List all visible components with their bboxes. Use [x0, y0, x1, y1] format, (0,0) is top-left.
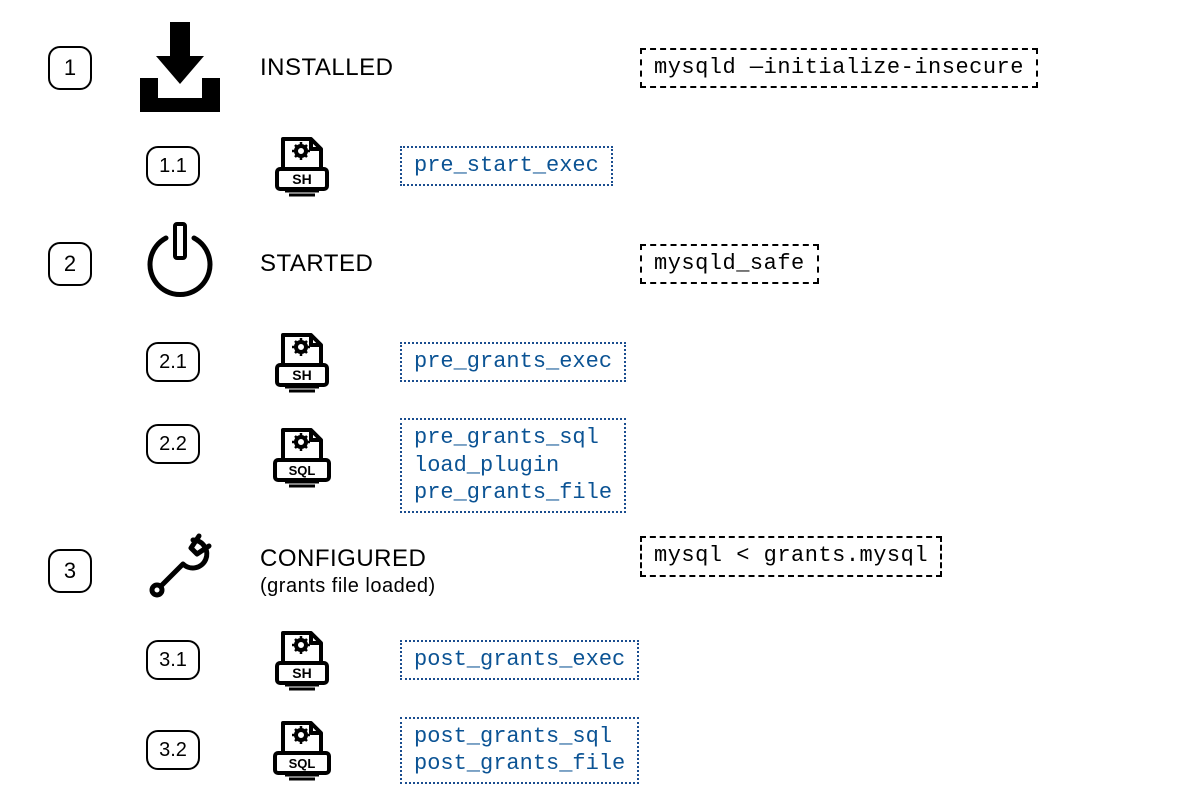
sub-badge: 1.1: [146, 146, 200, 186]
step-badge: 3: [48, 549, 92, 593]
sub-2-1-row: 2.1 SH pre_grants_exec: [40, 318, 1158, 406]
hook-box: pre_start_exec: [400, 146, 613, 186]
sub-3-1-row: 3.1 SH post_grants_exec: [40, 620, 1158, 700]
step-title-wrap: CONFIGURED (grants file loaded): [260, 544, 520, 599]
hook-box-wrap: pre_start_exec: [400, 146, 613, 186]
step-2-cmd-wrap: mysqld_safe: [640, 244, 819, 285]
sub-badge: 2.2: [146, 424, 200, 464]
sub-badge-wrap: 2.2: [40, 418, 200, 464]
svg-text:SQL: SQL: [289, 756, 316, 771]
cmd-box: mysqld —initialize-insecure: [640, 48, 1038, 89]
step-badge: 1: [48, 46, 92, 90]
sh-file-icon: SH: [200, 627, 400, 693]
svg-text:SH: SH: [292, 171, 311, 187]
sub-2-2-row: 2.2 SQL pre_grants_sql load_plugin pre_g…: [40, 412, 1158, 522]
hook-box-wrap: post_grants_sql post_grants_file: [400, 717, 639, 784]
power-icon: [100, 218, 260, 310]
sub-badge: 2.1: [146, 342, 200, 382]
sub-badge: 3.1: [146, 640, 200, 680]
svg-text:SH: SH: [292, 665, 311, 681]
sh-file-icon: SH: [200, 133, 400, 199]
step-badge: 2: [48, 242, 92, 286]
step-1-badge-wrap: 1: [40, 46, 100, 90]
sh-file-icon: SH: [200, 329, 400, 395]
cmd-box: mysql < grants.mysql: [640, 536, 942, 577]
sub-badge-wrap: 2.1: [40, 342, 200, 382]
wrench-icon: [100, 528, 260, 614]
step-3-cmd-wrap: mysql < grants.mysql: [640, 536, 942, 577]
sub-1-1-row: 1.1 SH pre_start_exec: [40, 122, 1158, 210]
step-subtitle: (grants file loaded): [260, 574, 520, 599]
download-icon: [100, 22, 260, 114]
hook-box: pre_grants_exec: [400, 342, 626, 382]
sub-badge-wrap: 1.1: [40, 146, 200, 186]
sub-3-2-row: 3.2 SQL post_grants_sql post_grants_file: [40, 706, 1158, 794]
sub-badge-wrap: 3.1: [40, 640, 200, 680]
sql-file-icon: SQL: [200, 418, 400, 490]
hook-box: pre_grants_sql load_plugin pre_grants_fi…: [400, 418, 626, 513]
svg-text:SH: SH: [292, 367, 311, 383]
sub-badge-wrap: 3.2: [40, 730, 200, 770]
step-2-badge-wrap: 2: [40, 242, 100, 286]
sub-badge: 3.2: [146, 730, 200, 770]
step-title: CONFIGURED: [260, 544, 520, 574]
hook-box-wrap: pre_grants_sql load_plugin pre_grants_fi…: [400, 418, 626, 513]
sql-file-icon: SQL: [200, 717, 400, 783]
step-2-row: 2 STARTED mysqld_safe: [40, 216, 1158, 312]
hook-box: post_grants_exec: [400, 640, 639, 680]
step-title: INSTALLED: [260, 54, 520, 82]
cmd-box: mysqld_safe: [640, 244, 819, 285]
svg-text:SQL: SQL: [289, 463, 316, 478]
step-3-row: 3 CONFIGURED (grants file loaded) mysql …: [40, 528, 1158, 614]
step-1-row: 1 INSTALLED mysqld —initialize-insecure: [40, 20, 1158, 116]
step-3-badge-wrap: 3: [40, 549, 100, 593]
step-title: STARTED: [260, 250, 520, 278]
hook-box: post_grants_sql post_grants_file: [400, 717, 639, 784]
hook-box-wrap: pre_grants_exec: [400, 342, 626, 382]
step-1-cmd-wrap: mysqld —initialize-insecure: [640, 48, 1038, 89]
hook-box-wrap: post_grants_exec: [400, 640, 639, 680]
